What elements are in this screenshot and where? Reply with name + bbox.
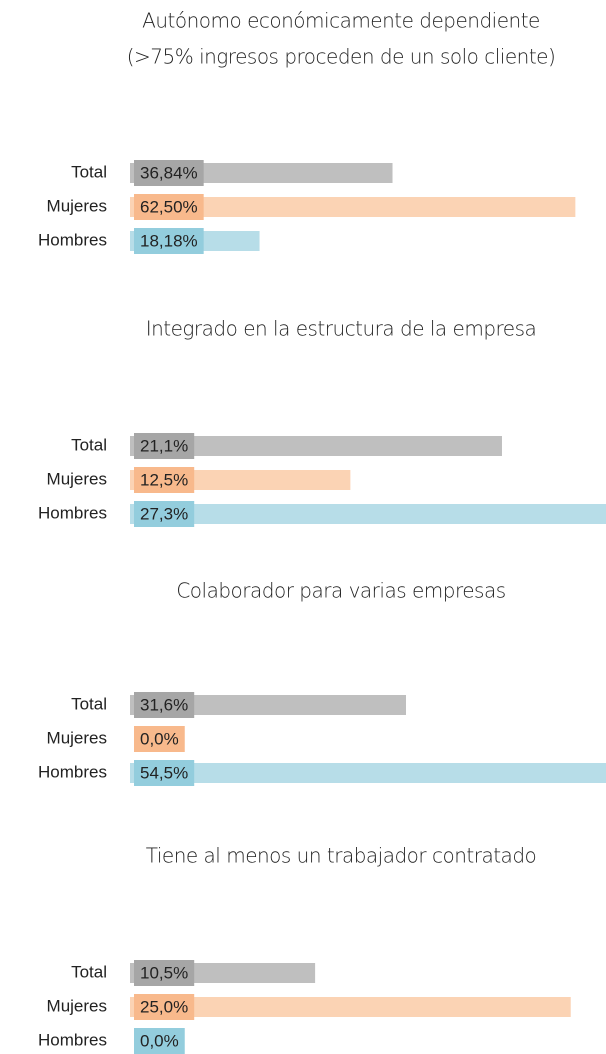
value-label-box [134,760,195,786]
value-label: 54,5% [140,763,188,782]
chart-title: Integrado en la estructura de la empresa [146,317,537,341]
chart: Tiene al menos un trabajador contratado T… [38,844,571,1054]
value-label-box [134,960,195,986]
value-label-box [134,160,204,186]
value-label: 12,5% [140,470,188,489]
category-label: Total [71,435,107,454]
value-label-box [134,1028,185,1054]
chart-title: (>75% ingresos proceden de un solo clien… [127,45,556,69]
value-label: 62,50% [140,197,198,216]
value-label: 31,6% [140,695,188,714]
chart-title: Tiene al menos un trabajador contratado [146,844,537,868]
value-label: 18,18% [140,231,198,250]
chart-title: Colaborador para varias empresas [176,579,505,603]
value-label-box [134,467,195,493]
value-label: 0,0% [140,729,179,748]
category-label: Hombres [38,1030,107,1049]
bar [130,504,606,524]
value-label-box [134,726,185,752]
value-label-box [134,994,195,1020]
category-label: Hombres [38,503,107,522]
chart-title: Autónomo económicamente dependiente [142,9,540,33]
value-label-box [134,433,195,459]
value-label: 10,5% [140,963,188,982]
value-label-box [134,692,195,718]
value-label-box [134,228,204,254]
chart: Colaborador para varias empresas Total 31,… [38,579,606,786]
category-label: Mujeres [47,196,107,215]
bar [130,695,406,715]
bar [130,997,571,1017]
category-label: Total [71,962,107,981]
value-label-box [134,194,204,220]
value-label: 27,3% [140,504,188,523]
chart: Autónomo económicamente dependiente (>75%… [38,9,576,254]
category-label: Total [71,162,107,181]
value-label: 25,0% [140,997,188,1016]
category-label: Mujeres [47,728,107,747]
category-label: Hombres [38,762,107,781]
value-label: 21,1% [140,436,188,455]
bar [130,763,606,783]
category-label: Mujeres [47,469,107,488]
value-label: 0,0% [140,1031,179,1050]
bar [130,436,502,456]
value-label-box [134,501,195,527]
bar [130,197,576,217]
category-label: Total [71,694,107,713]
value-label: 36,84% [140,163,198,182]
category-label: Mujeres [47,996,107,1015]
category-label: Hombres [38,230,107,249]
chart: Integrado en la estructura de la empresa… [38,317,606,527]
